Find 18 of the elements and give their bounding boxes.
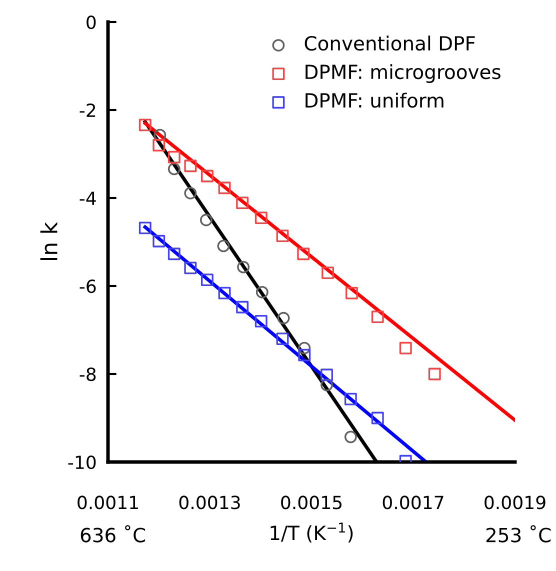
y-tick-label: -10: [68, 455, 96, 470]
x-tick-label: 0.0019: [484, 496, 546, 510]
y-axis-title: ln k: [40, 222, 58, 260]
y-tick-label: 0: [86, 15, 96, 30]
y-tick-label: -2: [80, 103, 96, 117]
legend-label: DPMF: microgrooves: [306, 64, 500, 83]
y-tick-label: -6: [80, 279, 96, 294]
x-tick-label: 0.0015: [281, 496, 342, 510]
x-tick-label: 0.0011: [78, 496, 138, 510]
text: 636 ˚C: [80, 525, 146, 542]
x-tick-label: 0.0017: [382, 496, 444, 510]
y-tick-label: -4: [80, 192, 96, 205]
x-tick-label: 0.0013: [179, 496, 240, 510]
x-axis-title: 1/T (K$^{−1}$): [270, 522, 353, 543]
legend-label: DPMF: uniform: [306, 92, 444, 108]
legend-label: Conventional DPF: [304, 36, 475, 51]
y-tick-label: -8: [80, 367, 96, 382]
text: 253 ˚C: [486, 525, 551, 542]
